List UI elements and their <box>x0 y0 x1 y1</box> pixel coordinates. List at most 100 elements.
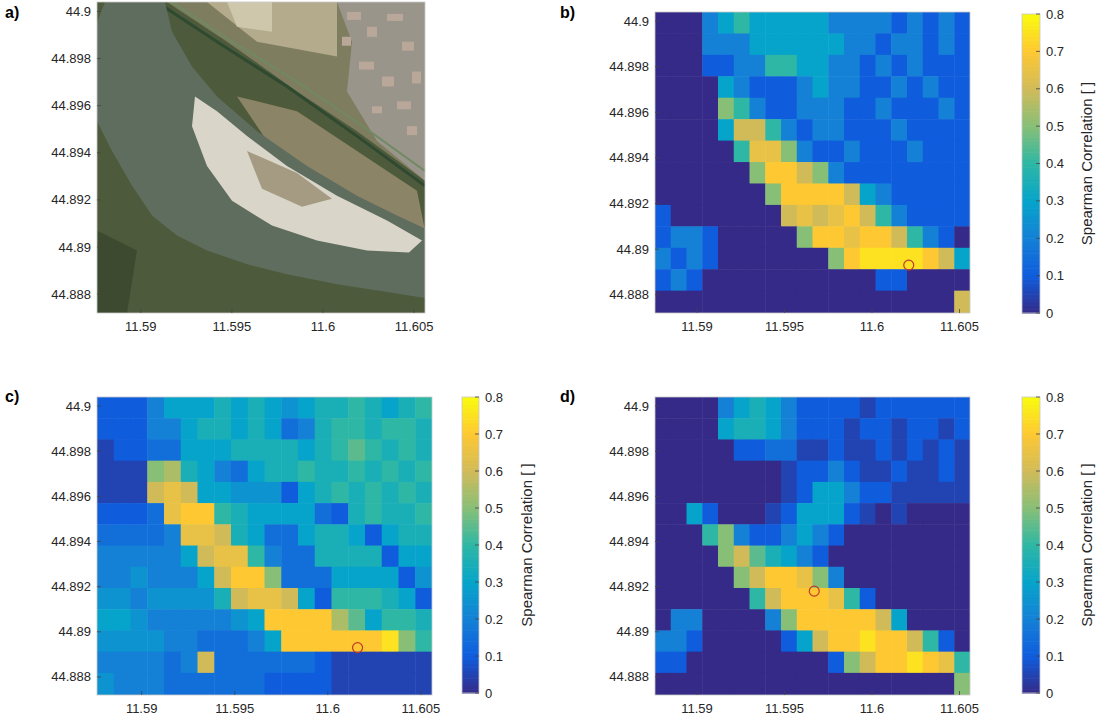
heatmap-cell <box>813 141 829 163</box>
x-tick <box>872 309 873 313</box>
heatmap-cell <box>907 269 923 291</box>
heatmap-cell <box>844 248 860 270</box>
heatmap-cell <box>813 652 829 674</box>
heatmap-cell <box>332 461 349 483</box>
heatmap-cell <box>954 652 970 674</box>
heatmap-cell <box>298 461 315 483</box>
x-tick <box>697 691 698 695</box>
heatmap-cell <box>797 76 813 98</box>
heatmap-cell <box>114 482 131 504</box>
heatmap-cell <box>797 269 813 291</box>
heatmap-cell <box>765 461 781 483</box>
heatmap-cell <box>954 141 970 163</box>
colorbar-swatch <box>1022 408 1040 412</box>
heatmap-cell <box>298 524 315 546</box>
heatmap-cell <box>671 652 687 674</box>
colorbar-tick <box>1036 656 1040 657</box>
colorbar-tick <box>475 508 479 509</box>
heatmap-cell <box>734 248 750 270</box>
colorbar-swatch <box>1022 464 1040 468</box>
heatmap-cell <box>860 248 876 270</box>
heatmap-cell <box>797 588 813 610</box>
colorbar-swatch <box>1022 601 1040 605</box>
y-tick <box>97 676 101 677</box>
colorbar-swatch <box>1022 612 1040 616</box>
heatmap-cell <box>687 567 703 589</box>
heatmap-cell <box>734 183 750 205</box>
x-tick <box>141 691 142 695</box>
heatmap-cell <box>315 461 332 483</box>
heatmap-cell <box>655 76 671 98</box>
river <box>97 2 425 298</box>
heatmap-cell <box>348 397 365 419</box>
heatmap-cell <box>181 546 198 568</box>
heatmap-cell <box>97 546 114 568</box>
colorbar-swatch <box>462 416 479 420</box>
y-tick-label: 44.888 <box>51 287 91 302</box>
heatmap-cell <box>828 248 844 270</box>
heatmap-cell <box>298 630 315 652</box>
heatmap-cell <box>718 291 734 313</box>
heatmap-cell <box>114 609 131 631</box>
heatmap-cell <box>860 588 876 610</box>
heatmap-cell <box>939 226 955 248</box>
heatmap-cell <box>281 524 298 546</box>
heatmap-cell <box>750 588 766 610</box>
heatmap-cell <box>671 12 687 34</box>
colorbar-tick-label: 0.1 <box>1046 268 1064 283</box>
heatmap-cell <box>891 248 907 270</box>
heatmap-cell <box>844 418 860 440</box>
heatmap-cell <box>147 439 164 461</box>
heatmap-cell <box>281 482 298 504</box>
heatmap-cell <box>147 418 164 440</box>
colorbar-tick-label: 0.2 <box>1046 231 1064 246</box>
heatmap-cell <box>231 524 248 546</box>
heatmap-cell <box>231 439 248 461</box>
heatmap-cell <box>813 503 829 525</box>
colorbar-swatch <box>1022 552 1040 556</box>
colorbar-tick <box>1036 275 1040 276</box>
heatmap-cell <box>734 98 750 120</box>
heatmap-cell <box>876 183 892 205</box>
heatmap-cell <box>97 461 114 483</box>
heatmap-cell <box>114 439 131 461</box>
heatmap-cell <box>315 567 332 589</box>
heatmap-cell <box>954 12 970 34</box>
heatmap-cell <box>147 652 164 674</box>
heatmap-cell <box>860 609 876 631</box>
heatmap-cell <box>147 524 164 546</box>
heatmap-cell <box>781 397 797 419</box>
x-tick <box>322 309 323 313</box>
heatmap-cell <box>939 673 955 695</box>
colorbar-swatch <box>1022 55 1040 59</box>
heatmap-cell <box>348 673 365 695</box>
colorbar-swatch <box>1022 33 1040 37</box>
heatmap-cell <box>131 609 148 631</box>
colorbar-swatch <box>1022 586 1040 590</box>
colorbar-swatch <box>1022 178 1040 182</box>
heatmap-cell <box>876 524 892 546</box>
x-tick-label: 11.6 <box>860 319 884 334</box>
heatmap-cell <box>954 76 970 98</box>
heatmap-cell <box>687 269 703 291</box>
colorbar-swatch <box>1022 14 1040 18</box>
heatmap-cell <box>813 482 829 504</box>
colorbar-swatch <box>1022 508 1040 512</box>
heatmap-cell <box>655 183 671 205</box>
colorbar-tick-label: 0.8 <box>1046 7 1064 22</box>
colorbar-tick <box>1036 619 1040 620</box>
heatmap-cell <box>131 567 148 589</box>
heatmap-cell <box>671 76 687 98</box>
heatmap-cell <box>781 630 797 652</box>
colorbar-swatch <box>462 449 479 453</box>
colorbar-swatch <box>1022 430 1040 434</box>
colorbar-swatch <box>1022 137 1040 141</box>
heatmap-cell <box>671 55 687 77</box>
heatmap-cell <box>734 439 750 461</box>
heatmap-cell <box>315 418 332 440</box>
heatmap-cell <box>382 588 399 610</box>
colorbar-swatch <box>1022 294 1040 298</box>
heatmap-cell <box>687 162 703 184</box>
colorbar-swatch <box>462 464 479 468</box>
heatmap-cell <box>797 524 813 546</box>
